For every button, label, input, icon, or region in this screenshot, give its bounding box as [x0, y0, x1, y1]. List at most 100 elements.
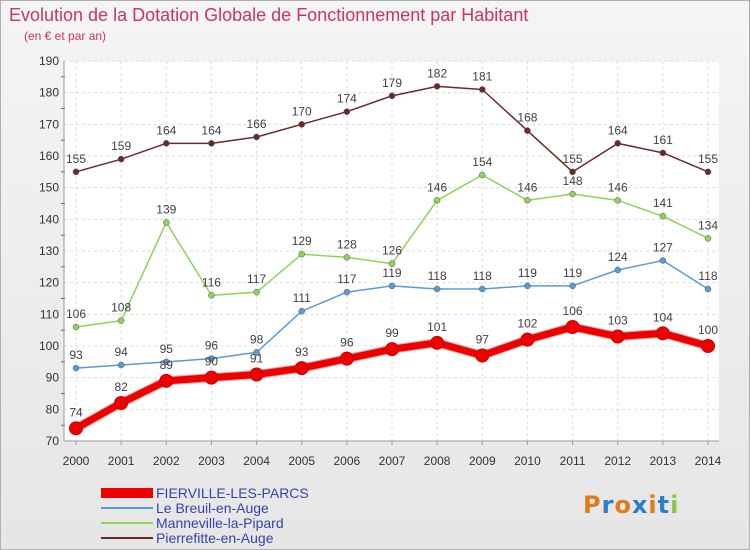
data-label: 95: [160, 342, 174, 356]
data-point: [343, 108, 351, 115]
y-tick-label: 180: [39, 86, 59, 100]
y-tick-label: 90: [46, 371, 60, 385]
data-label: 91: [250, 352, 264, 366]
data-point: [659, 257, 667, 264]
x-tick-label: 2002: [153, 454, 180, 468]
data-point: [524, 282, 531, 290]
data-label: 181: [472, 70, 492, 84]
legend-swatch-manneville: [101, 522, 153, 524]
chart-subtitle: (en € et par an): [24, 29, 107, 43]
y-tick-label: 170: [39, 117, 59, 131]
data-label: 164: [156, 123, 176, 137]
data-label: 89: [160, 358, 174, 372]
data-label: 126: [382, 244, 402, 258]
data-label: 141: [653, 196, 673, 210]
data-point: [388, 92, 396, 100]
data-point: [614, 197, 621, 204]
data-point: [208, 140, 215, 147]
y-tick-label: 190: [39, 54, 59, 68]
y-tick-label: 160: [39, 149, 59, 163]
data-point: [704, 235, 712, 242]
legend-label-breuil: Le Breuil-en-Auge: [156, 500, 269, 516]
data-point: [475, 348, 490, 363]
x-tick-label: 2007: [379, 454, 406, 468]
logo-letter: r: [601, 491, 615, 519]
data-point: [565, 320, 580, 334]
data-label: 111: [293, 291, 312, 305]
data-point: [659, 149, 667, 157]
legend-swatch-breuil: [101, 507, 153, 509]
data-label: 179: [382, 76, 402, 90]
data-label: 99: [385, 326, 399, 340]
data-label: 116: [202, 275, 221, 289]
data-point: [610, 329, 625, 344]
legend-label-pierrefitte: Pierrefitte-en-Auge: [156, 530, 274, 546]
data-label: 139: [156, 203, 176, 217]
data-label: 164: [608, 123, 628, 137]
x-tick-label: 2010: [514, 454, 541, 468]
data-point: [569, 190, 576, 198]
data-point: [208, 355, 215, 362]
data-label: 108: [111, 301, 131, 315]
data-label: 148: [563, 174, 583, 188]
chart-title: Evolution de la Dotation Globale de Fonc…: [9, 5, 529, 25]
data-label: 146: [427, 180, 447, 194]
data-point: [701, 339, 715, 353]
data-label: 96: [340, 336, 354, 350]
x-tick-label: 2013: [650, 454, 677, 468]
data-point: [430, 335, 445, 350]
data-point: [72, 323, 80, 331]
data-label: 164: [201, 123, 221, 137]
legend-label-manneville: Manneville-la-Pipard: [156, 515, 284, 531]
data-label: 100: [698, 323, 718, 337]
data-label: 174: [337, 92, 357, 106]
logo-letter: o: [614, 491, 632, 519]
data-label: 161: [653, 133, 673, 147]
x-tick-label: 2004: [243, 454, 270, 468]
data-label: 134: [698, 218, 718, 232]
data-label: 96: [205, 339, 219, 353]
data-label: 155: [698, 152, 718, 166]
data-point: [114, 396, 129, 410]
x-tick-label: 2012: [604, 454, 631, 468]
data-point: [524, 197, 531, 204]
data-label: 118: [473, 269, 492, 283]
data-label: 93: [295, 345, 309, 359]
data-point: [659, 212, 667, 220]
x-tick-label: 2009: [469, 454, 496, 468]
data-label: 118: [428, 269, 447, 283]
data-point: [704, 285, 712, 293]
x-tick-label: 2011: [560, 454, 586, 468]
data-point: [479, 86, 486, 93]
x-tick-label: 2014: [695, 454, 722, 468]
data-point: [249, 367, 264, 382]
data-point: [388, 260, 396, 267]
data-label: 98: [250, 332, 264, 346]
data-label: 166: [247, 117, 267, 131]
logo-letter: x: [631, 491, 649, 519]
data-label: 74: [69, 405, 83, 419]
logo-letter: i: [648, 491, 658, 519]
data-label: 103: [608, 314, 628, 328]
data-label: 94: [114, 345, 128, 359]
data-label: 155: [563, 152, 583, 166]
data-point: [72, 364, 80, 372]
y-tick-label: 150: [39, 181, 59, 195]
data-label: 170: [292, 104, 312, 118]
data-label: 104: [653, 310, 673, 324]
data-point: [524, 127, 531, 134]
data-point: [163, 140, 170, 147]
data-label: 117: [337, 272, 356, 286]
x-tick-label: 2000: [63, 454, 90, 468]
data-point: [163, 219, 170, 226]
data-point: [388, 282, 396, 290]
data-point: [298, 250, 305, 258]
y-tick-label: 110: [40, 307, 59, 321]
y-tick-label: 70: [46, 434, 60, 448]
data-label: 106: [66, 307, 86, 321]
data-label: 101: [427, 320, 447, 334]
data-label: 155: [66, 152, 86, 166]
data-point: [433, 197, 441, 204]
data-label: 97: [476, 333, 490, 347]
